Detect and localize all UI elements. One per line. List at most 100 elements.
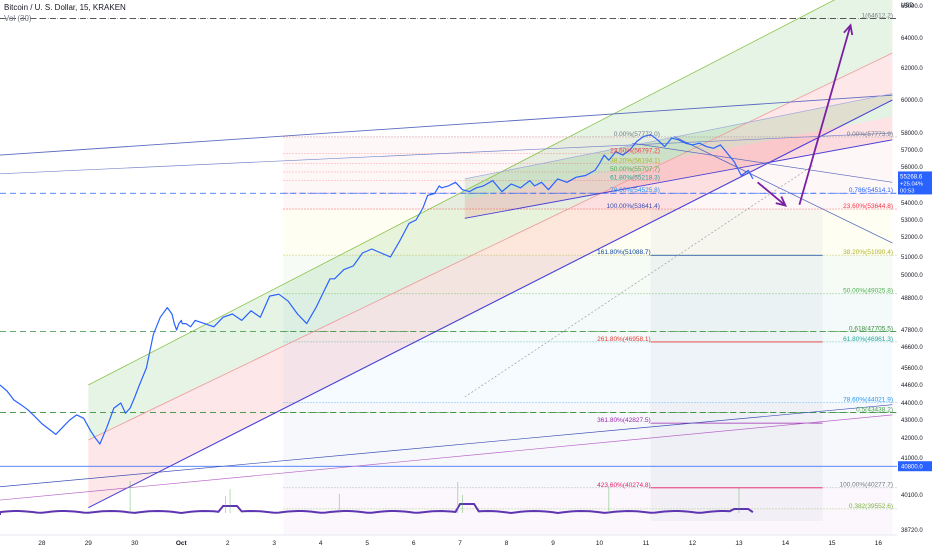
y-tick-14: 47800.0: [901, 328, 923, 334]
x-tick-18: 16: [875, 540, 883, 547]
fib-left-label-1: 23.60%(56797.2): [610, 147, 660, 154]
y-tick-20: 42000.0: [901, 436, 923, 442]
fib-band-2: [283, 255, 893, 294]
x-tick-8: 6: [412, 540, 416, 547]
currency-label[interactable]: USD: [901, 3, 914, 9]
x-tick-7: 5: [365, 540, 369, 547]
fib-right-label-1: 0.786(54514.1): [849, 187, 893, 194]
y-tick-1: 64000.0: [901, 36, 923, 42]
fib-left-label-2: 38.20%(56194.1): [610, 158, 660, 165]
time-axis-bg: [0, 535, 897, 550]
fib-labels: 0.00%(57773.9) 0.786(54514.1) 23.60%(53644…: [597, 12, 893, 509]
price-line: [0, 134, 754, 445]
x-tick-10: 8: [505, 540, 509, 547]
fib-right-label-3: 38.20%(51090.4): [843, 249, 893, 256]
arrow-up: [798, 23, 854, 205]
y-tick-11: 51000.0: [901, 255, 923, 261]
x-tick-16: 14: [782, 540, 790, 547]
price-tag-bg: [898, 171, 932, 195]
volume-line: [0, 503, 754, 515]
projection-zone: [650, 209, 823, 521]
y-tick-16: 45600.0: [901, 366, 923, 372]
x-tick-0: 28: [38, 540, 46, 547]
upper-trend: [0, 94, 893, 156]
highlight-tag-bg: [898, 461, 932, 472]
y-tick-23: 38720.0: [901, 528, 923, 534]
y-tick-15: 46600.0: [901, 345, 923, 351]
y-tick-0: 65000.0: [901, 4, 923, 10]
fib-right-label-11: 1(64612.2): [862, 12, 893, 19]
down-trend-2: [632, 142, 893, 183]
projection-arrows: [757, 23, 854, 207]
channel-upper-fill: [88, 0, 893, 440]
fib-band-3: [283, 293, 893, 342]
y-tick-13: 48800.0: [901, 296, 923, 302]
fib-right-label-9: 100.00%(40277.7): [840, 482, 894, 489]
fib-band-5: [283, 402, 893, 488]
upper-trend-2: [0, 132, 893, 175]
y-tick-6: 56000.0: [901, 165, 923, 171]
x-tick-3: Oct: [176, 540, 188, 547]
symbol-title: Bitcoin / U. S. Dollar, 15, KRAKEN: [4, 3, 126, 12]
price-axis-bg: [897, 0, 932, 550]
highlight-tag-label: 40800.0: [901, 465, 923, 471]
fib-right-label-5: 0.618(47705.5): [849, 325, 893, 332]
fib-left-label-5: 78.60%(54525.8): [610, 187, 660, 194]
fib-right-label-8: 0.5(43438.2): [856, 407, 893, 414]
small-channel-top: [464, 93, 893, 180]
y-tick-18: 44000.0: [901, 401, 923, 407]
fib-right-label-0: 0.00%(57773.9): [847, 131, 893, 138]
fib-levels: [0, 18, 897, 510]
channel-fills: [88, 0, 893, 545]
fib-left-label-6: 100.00%(53641.4): [606, 203, 660, 210]
time-axis[interactable]: 28 29 30 Oct 2 3 4 5 6 7 8 9 10 11 12 13 14 15 16: [0, 534, 897, 550]
y-tick-5: 57000.0: [901, 148, 923, 154]
y-tick-17: 44600.0: [901, 383, 923, 389]
x-tick-6: 4: [319, 540, 323, 547]
price-tag-value: 55268.6: [900, 173, 923, 180]
fib-right-label-2: 23.60%(53644.8): [843, 203, 893, 210]
price-tag-change: +25.04%: [900, 181, 923, 187]
volume-indicator-label[interactable]: Vol (30): [4, 14, 32, 23]
y-tick-19: 43000.0: [901, 418, 923, 424]
x-tick-9: 7: [458, 540, 462, 547]
x-tick-17: 15: [828, 540, 836, 547]
x-tick-14: 12: [689, 540, 697, 547]
down-trend: [673, 136, 893, 244]
x-tick-5: 3: [272, 540, 276, 547]
x-tick-15: 13: [735, 540, 743, 547]
channel-mid: [88, 52, 893, 441]
y-tick-9: 53000.0: [901, 218, 923, 224]
arrow-down-shaft: [757, 181, 787, 207]
lower-trend-pink: [0, 414, 893, 501]
fib-ext-label-0: 161.80%(51088.7): [597, 249, 651, 256]
y-tick-22: 40100.0: [901, 493, 923, 499]
price-series: [0, 134, 754, 445]
fib-ext-label-2: 361.80%(42827.5): [597, 417, 651, 424]
volume-area: [0, 481, 754, 515]
fib-band-0: [283, 136, 893, 210]
channel-bottom: [88, 99, 893, 509]
arrow-up-shaft: [798, 24, 852, 205]
x-tick-13: 11: [643, 540, 650, 547]
x-tick-2: 30: [131, 540, 139, 547]
small-channel-upper-fill: [464, 93, 893, 200]
y-tick-2: 62000.0: [901, 66, 923, 72]
fib-left-label-4: 61.80%(55218.3): [610, 174, 660, 181]
y-tick-4: 58000.0: [901, 131, 923, 137]
fib-right-label-10: 0.382(39552.6): [849, 503, 893, 510]
y-tick-10: 52000.0: [901, 235, 923, 241]
fib-band-4: [283, 341, 893, 403]
fib-ext-label-1: 261.80%(46958.1): [597, 336, 651, 343]
channel-lower-fill: [88, 53, 893, 508]
y-tick-3: 60000.0: [901, 98, 923, 104]
y-tick-8: 54000.0: [901, 201, 923, 207]
trend-lines: [0, 0, 893, 509]
price-axis[interactable]: 65000.0 64000.0 62000.0 60000.0 58000.0 57000…: [897, 0, 932, 550]
x-tick-1: 29: [85, 540, 93, 547]
fib-right-label-6: 61.80%(46961.3): [843, 336, 893, 343]
fib-right-label-7: 78.60%(44021.9): [843, 396, 893, 403]
arrow-down: [757, 181, 788, 207]
